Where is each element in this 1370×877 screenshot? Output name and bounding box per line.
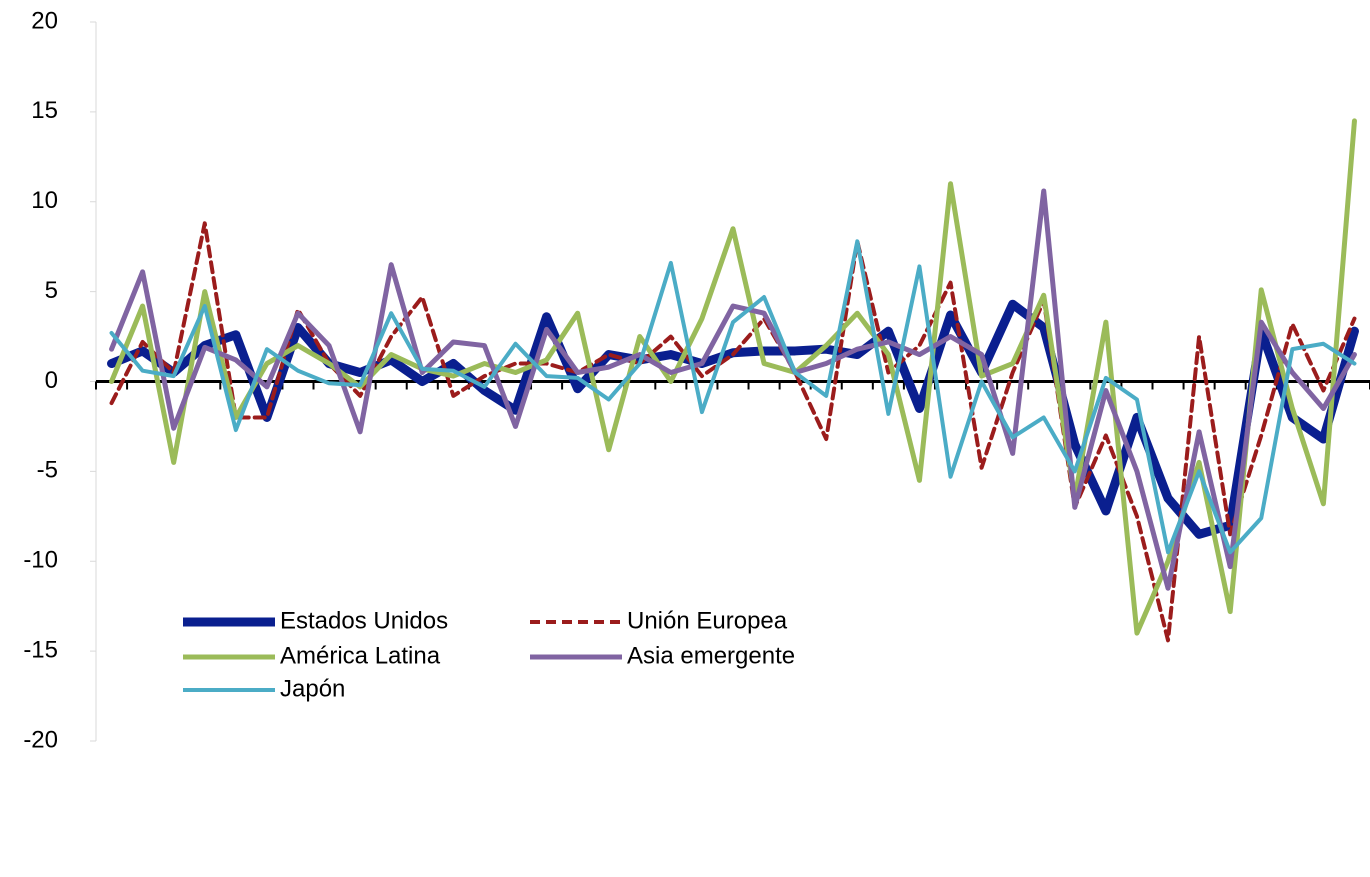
series-line: [109, 188, 1357, 591]
legend-label: Estados Unidos: [280, 607, 448, 634]
series-line: [109, 239, 1357, 555]
y-tick-label: 0: [45, 367, 58, 394]
y-tick-label: 20: [31, 7, 58, 34]
series-line: [109, 118, 1357, 636]
y-tick-label: -10: [23, 547, 58, 574]
legend-label: Unión Europea: [627, 607, 788, 634]
y-tick-label: -5: [37, 457, 58, 484]
series-line: [109, 221, 1357, 643]
y-tick-label: 10: [31, 187, 58, 214]
series-line: [107, 299, 1359, 539]
y-tick-label: -15: [23, 636, 58, 663]
legend-label: América Latina: [280, 642, 441, 669]
y-tick-label: -20: [23, 726, 58, 753]
legend-label: Asia emergente: [627, 642, 795, 669]
legend-label: Japón: [280, 675, 345, 702]
y-tick-label: 5: [45, 277, 58, 304]
y-tick-label: 15: [31, 97, 58, 124]
